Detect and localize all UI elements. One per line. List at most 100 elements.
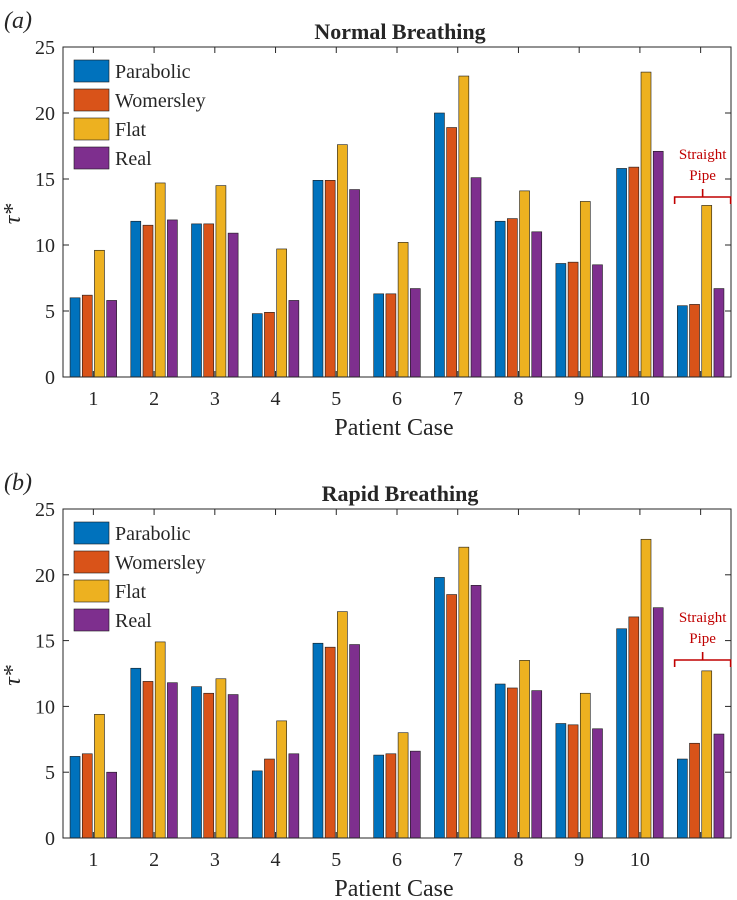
panel-label: (a) [4,8,32,34]
bar-real-5 [349,644,360,839]
bar-parabolic-straight-pipe [677,305,688,378]
x-tick-label: 7 [453,849,463,871]
bar-womersley-1 [81,294,93,378]
bar-parabolic-4 [251,313,263,378]
x-tick-label: 9 [574,388,584,410]
bar-womersley-8 [507,687,518,839]
bar-womersley-1 [81,753,93,839]
chart-title: Normal Breathing [314,19,485,44]
bar-real-8 [531,690,543,839]
bar-flat-10 [640,538,652,839]
bar-parabolic-straight-pipe [677,758,688,839]
bar-flat-9 [579,692,591,839]
legend-label-real: Real [115,610,152,632]
bar-womersley-10 [628,616,640,839]
x-tick-label: 10 [630,849,650,871]
x-tick-label: 6 [392,849,402,871]
x-tick-label: 8 [513,849,523,871]
bar-real-7 [470,177,482,378]
bar-real-1 [106,300,117,378]
bar-flat-1 [94,713,105,839]
bar-real-straight-pipe [713,288,725,378]
bar-parabolic-7 [434,577,445,839]
x-tick-label: 4 [271,388,281,410]
bar-womersley-straight-pipe [689,742,700,839]
bar-flat-3 [215,185,227,378]
bar-real-5 [349,189,360,378]
bar-womersley-5 [324,180,336,378]
bar-parabolic-3 [191,686,202,839]
bar-flat-9 [579,201,591,378]
x-tick-label: 2 [149,388,159,410]
bar-real-6 [409,288,421,378]
bar-real-9 [592,264,603,378]
bar-parabolic-2 [130,667,142,839]
legend-label-parabolic: Parabolic [115,523,191,545]
legend-label-womersley: Womersley [115,552,206,574]
bar-parabolic-2 [130,220,142,378]
bar-womersley-4 [264,312,275,378]
legend-swatch-flat [73,117,110,141]
y-tick-label: 5 [45,762,55,784]
legend-label-real: Real [115,148,152,170]
bar-real-4 [288,300,300,378]
bar-flat-8 [519,190,530,378]
annotation-line-2: Pipe [689,631,716,647]
bar-real-2 [167,682,178,839]
bar-flat-6 [397,732,409,839]
bar-real-8 [531,231,543,378]
y-tick-label: 25 [35,499,55,521]
bar-womersley-7 [446,594,457,839]
straight-pipe-annotation: Straight Pipe [673,147,732,204]
bar-parabolic-7 [434,112,445,378]
bar-womersley-3 [203,692,215,839]
legend-swatch-real [73,146,110,170]
bar-parabolic-6 [373,293,385,378]
x-tick-label: 7 [453,388,463,410]
straight-pipe-annotation: Straight Pipe [673,610,732,667]
bar-flat-7 [458,75,470,378]
bar-flat-5 [337,144,348,378]
bar-parabolic-4 [251,770,263,839]
bar-parabolic-8 [494,683,506,839]
bar-real-3 [227,694,239,839]
annotation-line-2: Pipe [689,168,716,184]
legend-label-flat: Flat [115,581,147,603]
bar-parabolic-10 [616,168,627,378]
bar-parabolic-9 [555,723,567,839]
bar-flat-10 [640,71,652,378]
chart-title: Rapid Breathing [322,481,479,506]
bar-womersley-2 [142,681,154,839]
x-tick-label: 1 [88,849,98,871]
bar-flat-straight-pipe [701,670,713,839]
legend-swatch-womersley [73,550,110,574]
bar-parabolic-8 [494,220,506,378]
bar-womersley-5 [324,646,336,839]
bar-parabolic-5 [312,180,324,378]
bar-womersley-6 [385,753,397,839]
legend-swatch-flat [73,579,110,603]
y-tick-label: 15 [35,169,55,191]
panel-label: (b) [4,470,32,496]
bar-flat-5 [337,611,348,839]
x-tick-label: 9 [574,849,584,871]
bar-parabolic-5 [312,642,324,839]
bar-real-straight-pipe [713,733,725,839]
y-tick-label: 20 [35,565,55,587]
annotation-line-1: Straight [679,610,727,626]
bar-real-3 [227,232,239,378]
y-tick-label: 20 [35,103,55,125]
bar-real-4 [288,753,300,839]
bar-flat-4 [276,248,287,378]
legend-swatch-real [73,608,110,632]
x-tick-label: 6 [392,388,402,410]
x-tick-label: 10 [630,388,650,410]
bar-parabolic-10 [616,628,627,839]
bar-real-2 [167,219,178,378]
bar-parabolic-3 [191,223,202,378]
bar-womersley-10 [628,166,640,378]
bar-real-9 [592,728,603,839]
bar-flat-3 [215,678,227,839]
legend-label-womersley: Womersley [115,90,206,112]
legend-label-flat: Flat [115,119,147,141]
